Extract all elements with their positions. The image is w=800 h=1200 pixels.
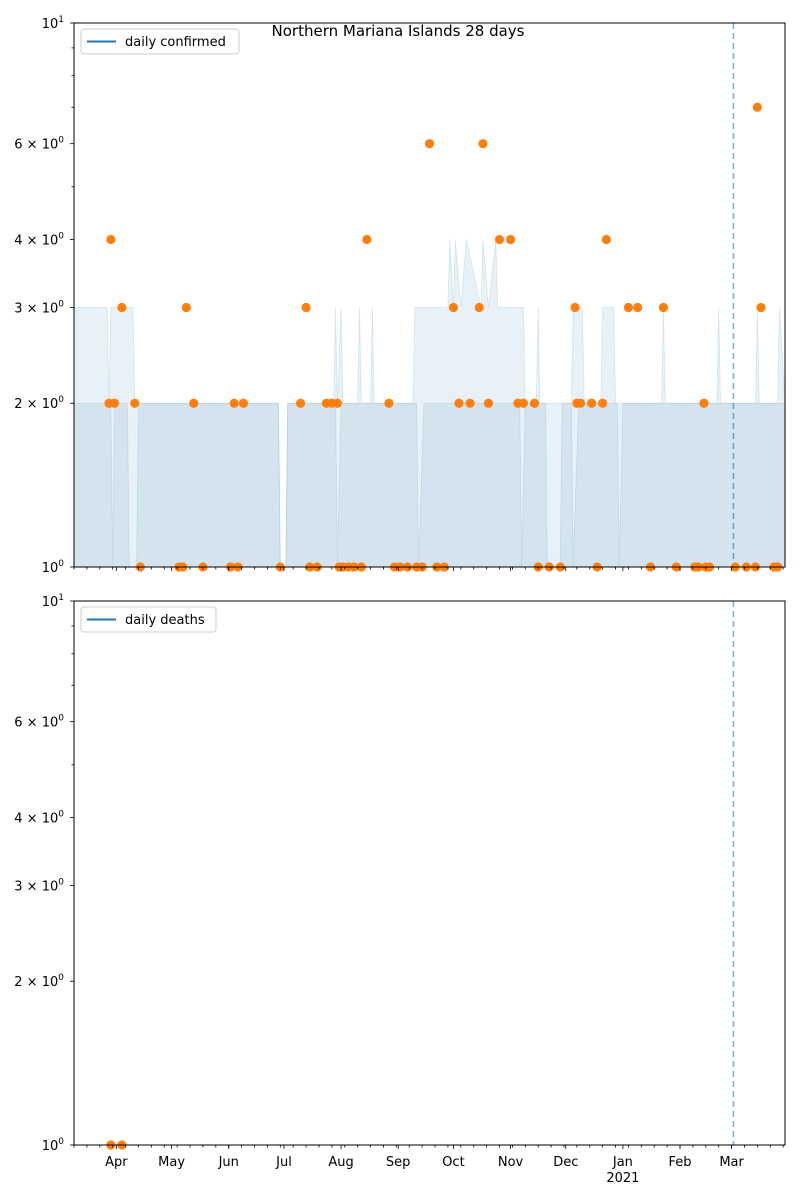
confirmed-point <box>601 234 611 245</box>
figure-title: Northern Mariana Islands 28 days <box>272 22 525 40</box>
inner-band <box>73 402 786 568</box>
confirmed-point <box>106 234 116 245</box>
legend-label: daily deaths <box>125 613 205 628</box>
confirmed-point <box>483 398 494 408</box>
confirmed-points <box>104 102 783 572</box>
confirmed-point <box>189 398 199 408</box>
x-tick-label: Apr <box>105 1155 128 1170</box>
confirmed-point <box>752 102 762 112</box>
x-tick-label: Jun <box>218 1155 239 1170</box>
confirmed-point <box>658 302 669 313</box>
deaths-panel: 100 2 × 100 3 × 100 4 × 100 6 × 100 101 Apr Ma… <box>14 593 786 1186</box>
confirmed-point <box>295 398 306 408</box>
y-tick-label: 4 × 100 <box>14 809 64 826</box>
confirmed-point <box>465 398 475 408</box>
confirmed-point <box>575 398 586 408</box>
deaths-plot-frame <box>73 600 786 1146</box>
confirmed-point <box>109 398 120 408</box>
confirmed-point <box>362 234 372 245</box>
x-tick-label: Dec <box>553 1155 578 1170</box>
confirmed-point <box>598 398 608 408</box>
confirmed-point <box>229 398 239 408</box>
x-tick-label: Feb <box>668 1155 691 1170</box>
confirmed-point <box>301 302 311 313</box>
y-tick-label: 2 × 100 <box>14 973 64 990</box>
confirmed-point <box>332 398 342 408</box>
x-tick-year-label: 2021 <box>606 1171 639 1186</box>
confirmed-point <box>756 302 766 313</box>
confirmed-point <box>623 302 634 313</box>
y-tick-label: 3 × 100 <box>14 299 64 316</box>
y-tick-label: 101 <box>42 593 64 610</box>
confirmed-plot-frame <box>73 22 786 568</box>
confirmed-point <box>478 139 488 149</box>
confirmed-point <box>454 398 464 408</box>
confirmed-panel: 100 2 × 100 3 × 100 4 × 100 6 × 100 101 daily… <box>14 15 786 576</box>
x-tick-label: May <box>158 1155 185 1170</box>
y-tick-label: 6 × 100 <box>14 714 64 731</box>
legend-box <box>80 28 240 55</box>
confirmed-point <box>505 234 516 245</box>
confirmed-y-axis: 100 2 × 100 3 × 100 4 × 100 6 × 100 101 <box>14 15 74 576</box>
confirmed-point <box>570 302 580 313</box>
y-tick-label: 3 × 100 <box>14 877 64 894</box>
confirmed-point <box>633 302 643 313</box>
confirmed-point <box>238 398 249 408</box>
x-tick-label: Aug <box>328 1155 353 1170</box>
y-tick-label: 100 <box>42 1137 65 1154</box>
legend-label: daily confirmed <box>125 35 226 50</box>
confirmed-point <box>586 398 597 408</box>
confirmed-legend: daily confirmed <box>80 28 240 55</box>
x-tick-label: Jan <box>612 1155 633 1170</box>
confirmed-point <box>117 302 127 313</box>
y-tick-label: 101 <box>42 15 64 32</box>
y-tick-label: 6 × 100 <box>14 136 64 153</box>
x-tick-label: Jul <box>275 1155 292 1170</box>
confirmed-point <box>424 139 435 149</box>
confirmed-point <box>494 234 505 245</box>
x-tick-label: Sep <box>386 1155 411 1170</box>
confirmed-point <box>130 398 140 408</box>
confirmed-point <box>699 398 709 408</box>
x-tick-label: Nov <box>498 1155 524 1170</box>
confirmed-point <box>448 302 459 313</box>
confirmed-point <box>529 398 540 408</box>
x-tick-label: Oct <box>442 1155 464 1170</box>
deaths-legend: daily deaths <box>80 606 217 633</box>
y-tick-label: 100 <box>42 559 65 576</box>
y-tick-label: 4 × 100 <box>14 231 64 248</box>
confirmed-range-band <box>73 239 786 568</box>
x-tick-label: Mar <box>719 1155 744 1170</box>
confirmed-point <box>181 302 191 313</box>
y-tick-label: 2 × 100 <box>14 395 64 412</box>
deaths-y-axis: 100 2 × 100 3 × 100 4 × 100 6 × 100 101 <box>14 593 74 1154</box>
legend-box <box>80 606 217 633</box>
confirmed-point <box>518 398 529 408</box>
confirmed-point <box>474 302 484 313</box>
confirmed-point <box>384 398 394 408</box>
